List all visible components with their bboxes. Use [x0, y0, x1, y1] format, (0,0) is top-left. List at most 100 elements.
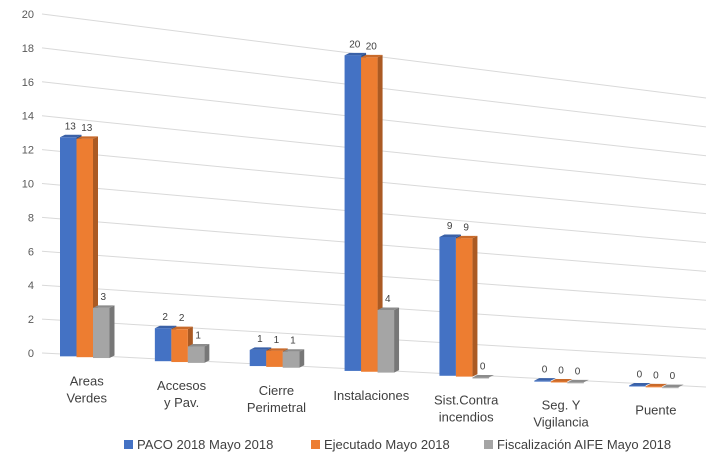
data-label: 0: [637, 369, 643, 380]
bar-front: [249, 349, 267, 367]
data-label: 3: [100, 292, 106, 303]
legend-label: Fiscalización AIFE Mayo 2018: [497, 437, 671, 452]
bar-front: [266, 350, 283, 367]
data-label: 9: [447, 221, 453, 232]
category-label: Seg. Y Vigilancia: [533, 398, 589, 430]
y-tick-label: 10: [22, 179, 34, 191]
bars: [60, 52, 684, 389]
data-label: 0: [558, 365, 564, 376]
bar-side: [204, 344, 210, 363]
data-label: 0: [670, 371, 676, 382]
data-label: 0: [480, 361, 486, 372]
bar: [662, 384, 684, 389]
category-label: Areas Verdes: [67, 373, 108, 405]
data-label: 1: [274, 335, 280, 346]
bar-top: [60, 134, 82, 138]
bar-top: [154, 325, 177, 329]
bar-front: [534, 380, 551, 382]
bar-front: [629, 385, 646, 387]
y-tick-label: 12: [22, 145, 34, 157]
legend-item: Fiscalización AIFE Mayo 2018: [484, 437, 671, 452]
bar-front: [645, 386, 663, 388]
legend-swatch: [311, 440, 320, 449]
bar-front: [455, 238, 473, 377]
data-label: 20: [366, 41, 378, 52]
bar-side: [472, 235, 478, 377]
bar-top: [645, 383, 668, 387]
bar-top: [567, 379, 589, 383]
bar-top: [93, 305, 115, 308]
bar-top: [662, 384, 684, 388]
bar-front: [550, 381, 568, 383]
bar-front: [662, 387, 679, 389]
bar-top: [76, 136, 98, 139]
bar-front: [472, 377, 489, 379]
bar-top: [361, 54, 383, 58]
y-tick-label: 0: [28, 348, 34, 360]
data-label: 13: [65, 121, 77, 132]
bar-top: [266, 348, 288, 351]
bar-side: [299, 349, 305, 368]
legend-swatch: [484, 440, 493, 449]
bar-front: [567, 382, 584, 384]
bar-front: [93, 307, 110, 359]
bar-front: [187, 346, 205, 363]
bar: [282, 349, 305, 368]
bar: [629, 382, 651, 387]
data-label: 4: [385, 294, 391, 305]
category-labels: Areas Verdes Accesos y Pav. Cierre Perimetral…: [67, 373, 677, 429]
bar: [534, 378, 556, 382]
y-tick-label: 20: [22, 9, 34, 21]
bar-top: [377, 307, 400, 310]
bar-top: [344, 52, 367, 56]
y-tick-label: 4: [28, 280, 34, 292]
legend-item: Ejecutado Mayo 2018: [311, 437, 450, 452]
data-label: 0: [653, 370, 659, 381]
bar-front: [154, 328, 172, 362]
bar-front: [361, 57, 378, 372]
bar-top: [455, 235, 478, 239]
data-label: 9: [463, 222, 469, 233]
category-label: Cierre Perimetral: [247, 383, 306, 415]
bar-top: [187, 344, 210, 347]
y-tick-label: 18: [22, 43, 34, 55]
category-label: Puente: [635, 402, 676, 417]
bar: [93, 305, 115, 359]
bar-side: [377, 54, 383, 372]
bar-top: [249, 347, 272, 350]
legend-swatch: [124, 440, 133, 449]
data-label: 0: [542, 365, 548, 376]
bar: [550, 378, 573, 383]
bar-top: [282, 349, 305, 352]
bar: [567, 379, 589, 384]
bar-side: [394, 307, 400, 373]
y-tick-label: 8: [28, 212, 34, 224]
category-label: Accesos y Pav.: [157, 378, 207, 410]
bar-side: [93, 136, 98, 358]
bar-top: [534, 378, 556, 381]
data-label: 0: [575, 366, 581, 377]
data-label: 1: [257, 334, 263, 345]
bar-top: [171, 326, 193, 330]
legend-label: PACO 2018 Mayo 2018: [137, 437, 273, 452]
bar-top: [629, 382, 651, 386]
bar-front: [76, 138, 93, 358]
legend-item: PACO 2018 Mayo 2018: [124, 437, 273, 452]
legend-label: Ejecutado Mayo 2018: [324, 437, 450, 452]
data-label: 20: [349, 39, 361, 50]
bar-front: [439, 236, 456, 376]
bar: [455, 235, 478, 377]
y-tick-label: 6: [28, 246, 34, 258]
data-label: 2: [179, 313, 185, 324]
bar-side: [109, 305, 115, 359]
category-label: Sist.Contra incendios: [434, 393, 499, 425]
bar-front: [377, 309, 395, 373]
bar-front: [60, 137, 77, 357]
bar-top: [550, 378, 573, 382]
data-label: 1: [290, 336, 296, 347]
data-label: 2: [162, 312, 168, 323]
y-axis-ticks: 0 2 4 6 8 10 12 14 16 18 20: [22, 9, 34, 360]
bar-front: [282, 351, 300, 368]
